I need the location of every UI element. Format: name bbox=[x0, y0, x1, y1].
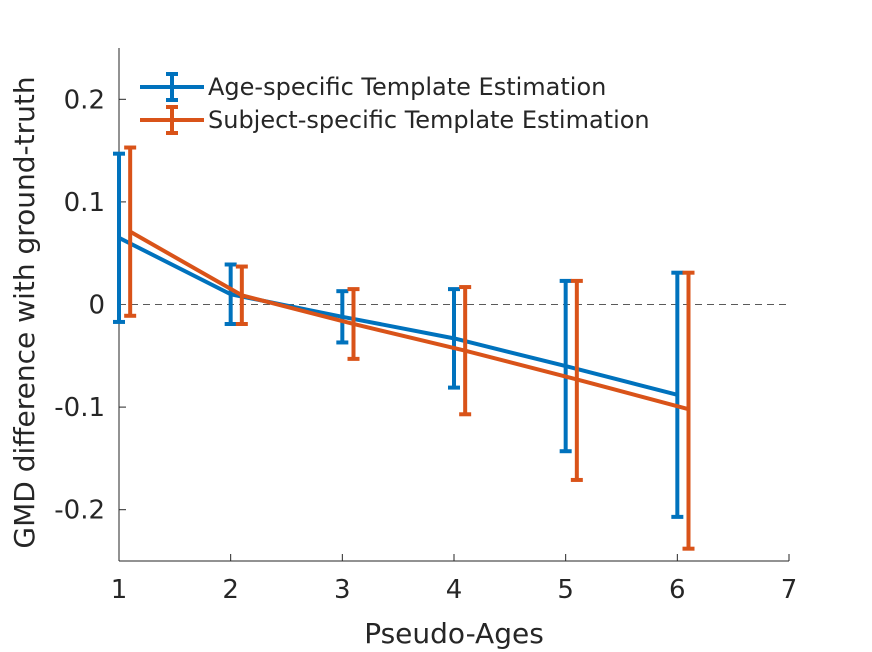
y-tick-label: 0.2 bbox=[64, 85, 105, 115]
y-tick-label: 0 bbox=[88, 291, 105, 321]
legend-item-2: Subject-specific Template Estimation bbox=[140, 105, 650, 135]
x-tick-label: 5 bbox=[557, 575, 574, 605]
plot-series bbox=[113, 145, 695, 551]
series-2 bbox=[124, 145, 695, 551]
x-tick-label: 1 bbox=[111, 575, 128, 605]
y-tick-label: -0.2 bbox=[54, 496, 105, 526]
series-line bbox=[118, 236, 678, 397]
axes: 1 2 3 4 5 6 7 -0.2 -0.1 0 0.1 0.2 bbox=[54, 48, 797, 605]
legend-item-1: Age-specific Template Estimation bbox=[140, 72, 606, 102]
error-bar bbox=[671, 270, 684, 519]
x-tick-label: 7 bbox=[781, 575, 798, 605]
x-tick-label: 6 bbox=[669, 575, 686, 605]
legend-label: Subject-specific Template Estimation bbox=[208, 106, 650, 134]
x-tick-label: 2 bbox=[222, 575, 239, 605]
x-tick-label: 3 bbox=[334, 575, 351, 605]
legend-label: Age-specific Template Estimation bbox=[208, 73, 606, 101]
legend: Age-specific Template Estimation Subject-… bbox=[140, 72, 650, 135]
x-tick-label: 4 bbox=[446, 575, 463, 605]
error-bar bbox=[682, 270, 695, 551]
x-axis-title: Pseudo-Ages bbox=[364, 617, 544, 650]
series-line bbox=[129, 229, 690, 412]
y-tick-label: 0.1 bbox=[64, 188, 105, 218]
series-1 bbox=[113, 151, 684, 519]
y-tick-label: -0.1 bbox=[54, 393, 105, 423]
y-axis-title: GMD difference with ground-truth bbox=[8, 76, 41, 548]
